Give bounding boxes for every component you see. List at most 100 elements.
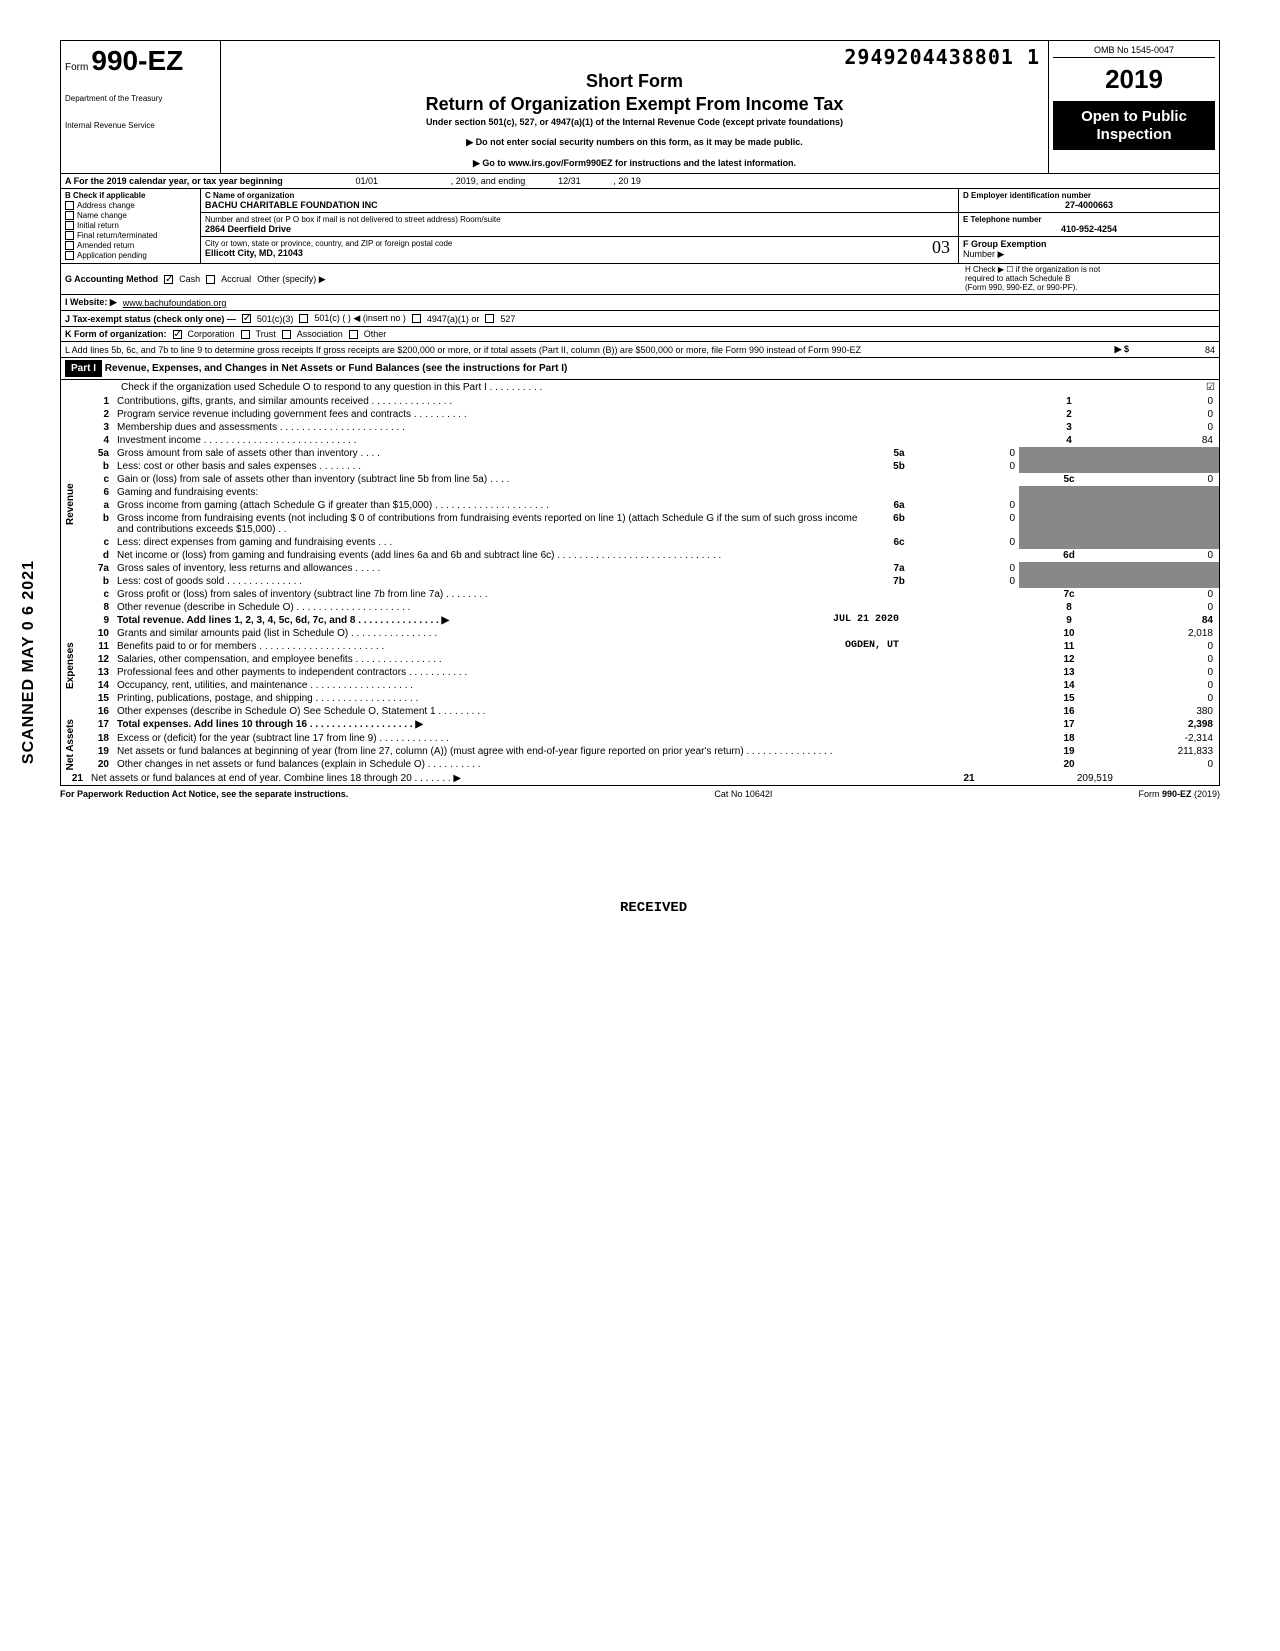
inner-box-number: 6c: [879, 536, 919, 549]
box-value: 2,018: [1119, 627, 1219, 640]
line-row: dNet income or (loss) from gaming and fu…: [61, 549, 1219, 562]
chk-accrual[interactable]: [206, 275, 215, 284]
line-number: 3: [87, 421, 113, 434]
outer-val-shaded: [1119, 562, 1219, 575]
box-number: 13: [1019, 666, 1119, 679]
chk-4947a1[interactable]: [412, 314, 421, 323]
i-label: I Website: ▶: [65, 297, 117, 308]
box-number: 11: [1019, 640, 1119, 653]
chk-501c[interactable]: [299, 314, 308, 323]
line-row: Expenses9Total revenue. Add lines 1, 2, …: [61, 614, 1219, 627]
inner-box-value: 0: [919, 460, 1019, 473]
row-a-end: 12/31: [529, 174, 609, 188]
outer-box-shaded: [1019, 512, 1119, 536]
box-number: 4: [1019, 434, 1119, 447]
line-number: 12: [87, 653, 113, 666]
line-number: 15: [87, 692, 113, 705]
line-description: Other changes in net assets or fund bala…: [113, 758, 1019, 771]
chk-name-change[interactable]: Name change: [65, 211, 196, 220]
street-address: 2864 Deerfield Drive: [205, 224, 954, 234]
line-description: Less: cost of goods sold . . . . . . . .…: [113, 575, 879, 588]
box-number: 18: [1019, 732, 1119, 745]
addr-label: Number and street (or P O box if mail is…: [205, 215, 954, 224]
line-description: Total revenue. Add lines 1, 2, 3, 4, 5c,…: [113, 614, 1019, 627]
line-number: 19: [87, 745, 113, 758]
outer-val-shaded: [1119, 536, 1219, 549]
line-number: 2: [87, 408, 113, 421]
outer-val-shaded: [1119, 512, 1219, 536]
line-row: 2Program service revenue including gover…: [61, 408, 1219, 421]
footer-right: Form 990-EZ (2019): [1138, 789, 1220, 799]
chk-application-pending[interactable]: Application pending: [65, 251, 196, 260]
title-cell: 2949204438801 1 Short Form Return of Org…: [221, 41, 1049, 173]
box-number: 17: [1019, 718, 1119, 731]
outer-box-shaded: [1019, 499, 1119, 512]
line-description: Salaries, other compensation, and employ…: [113, 653, 1019, 666]
row-k-org-form: K Form of organization: Corporation Trus…: [61, 327, 1219, 342]
net-assets-label: Net Assets: [61, 718, 87, 771]
box-number: 14: [1019, 679, 1119, 692]
chk-final-return[interactable]: Final return/terminated: [65, 231, 196, 240]
box-value: 0: [1119, 758, 1219, 771]
chk-initial-return[interactable]: Initial return: [65, 221, 196, 230]
box-value: 0: [1119, 549, 1219, 562]
chk-corporation[interactable]: [173, 330, 182, 339]
line-row: 6Gaming and fundraising events:: [61, 486, 1219, 499]
document-code: 2949204438801 1: [229, 45, 1040, 69]
phone-label: E Telephone number: [963, 215, 1215, 224]
chk-cash[interactable]: [164, 275, 173, 284]
chk-address-change[interactable]: Address change: [65, 201, 196, 210]
box-value: -2,314: [1119, 732, 1219, 745]
line-number: 18: [87, 732, 113, 745]
chk-other-org[interactable]: [349, 330, 358, 339]
line-description: Contributions, gifts, grants, and simila…: [113, 395, 1019, 408]
line-description: Total expenses. Add lines 10 through 16 …: [113, 718, 1019, 731]
box-value: 209,519: [1019, 772, 1119, 785]
city-state-zip: Ellicott City, MD, 21043: [205, 248, 954, 258]
directive-ssn: ▶ Do not enter social security numbers o…: [229, 137, 1040, 148]
box-number: 3: [1019, 421, 1119, 434]
box-value: 84: [1119, 434, 1219, 447]
box-number: 21: [919, 772, 1019, 785]
dept-irs: Internal Revenue Service: [65, 122, 216, 131]
header-row: Form 990-EZ Department of the Treasury I…: [61, 41, 1219, 174]
line-row: cLess: direct expenses from gaming and f…: [61, 536, 1219, 549]
line-number: 14: [87, 679, 113, 692]
box-value: 0: [1119, 679, 1219, 692]
chk-501c3[interactable]: [242, 314, 251, 323]
outer-box-shaded: [1019, 562, 1119, 575]
box-value: 0: [1119, 692, 1219, 705]
outer-val-shaded: [1119, 499, 1219, 512]
line-description: Net assets or fund balances at beginning…: [113, 745, 1019, 758]
line-row: aGross income from gaming (attach Schedu…: [61, 499, 1219, 512]
check-o-box[interactable]: ☑: [1206, 382, 1215, 393]
line-row: 11Benefits paid to or for members . . . …: [61, 640, 1219, 653]
chk-amended-return[interactable]: Amended return: [65, 241, 196, 250]
scanned-stamp: SCANNED MAY 0 6 2021: [20, 560, 38, 764]
chk-trust[interactable]: [241, 330, 250, 339]
form-990ez: Form 990-EZ Department of the Treasury I…: [60, 40, 1220, 786]
outer-val-shaded: [1119, 460, 1219, 473]
chk-association[interactable]: [282, 330, 291, 339]
city-label: City or town, state or province, country…: [205, 239, 954, 248]
line-description: Less: direct expenses from gaming and fu…: [113, 536, 879, 549]
line-number: b: [87, 460, 113, 473]
box-value: 0: [1119, 588, 1219, 601]
row-a-tail: , 20 19: [609, 174, 645, 188]
line-number: 8: [87, 601, 113, 614]
line-number: 13: [87, 666, 113, 679]
box-number: 20: [1019, 758, 1119, 771]
lines-table: Revenue1Contributions, gifts, grants, an…: [61, 395, 1219, 784]
box-number: 6d: [1019, 549, 1119, 562]
box-value: 0: [1119, 473, 1219, 486]
box-value: 0: [1119, 601, 1219, 614]
line-row: 21Net assets or fund balances at end of …: [61, 772, 1219, 785]
directive-url: ▶ Go to www.irs.gov/Form990EZ for instru…: [229, 158, 1040, 169]
line-row: 19Net assets or fund balances at beginni…: [61, 745, 1219, 758]
line-row: 5aGross amount from sale of assets other…: [61, 447, 1219, 460]
inner-box-value: 0: [919, 562, 1019, 575]
chk-527[interactable]: [485, 314, 494, 323]
website-url: www.bachufoundation.org: [123, 298, 227, 308]
inner-box-value: 0: [919, 512, 1019, 536]
ein-value: 27-4000663: [963, 200, 1215, 210]
